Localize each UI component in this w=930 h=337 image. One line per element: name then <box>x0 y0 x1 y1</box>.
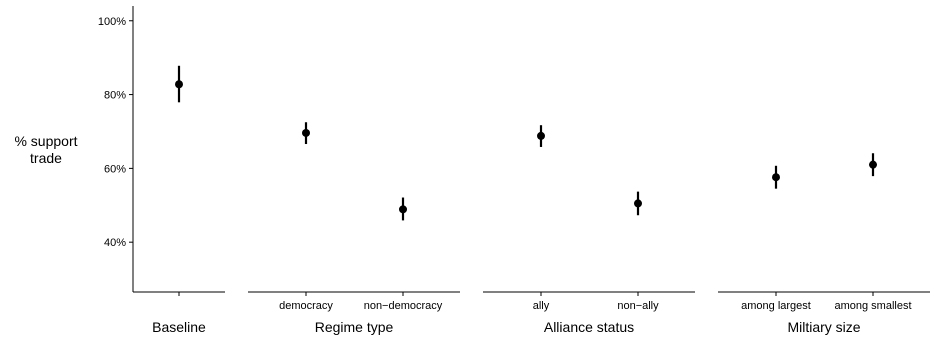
point-estimate <box>634 199 642 208</box>
panel-x-axis-title: Regime type <box>315 319 394 335</box>
panel-x-axis-title: Alliance status <box>544 319 634 335</box>
x-tick-label: among smallest <box>834 300 911 312</box>
panel-x-axis-title: Baseline <box>152 319 206 335</box>
y-tick-label: 100% <box>98 16 126 28</box>
panels: Baseline democracy non−democracy Regime typ… <box>133 65 930 335</box>
x-tick-label: non−democracy <box>364 300 443 312</box>
point-estimate <box>537 131 545 140</box>
point-estimate <box>302 128 310 137</box>
x-tick-label: among largest <box>741 300 811 312</box>
y-tick-label: 80% <box>104 90 126 102</box>
point-estimate <box>869 160 877 169</box>
y-tick-label: 60% <box>104 163 126 175</box>
point-estimate <box>175 80 183 89</box>
y-tick-label: 40% <box>104 237 126 249</box>
x-tick-label: non−ally <box>617 300 659 312</box>
y-axis-title-line-1: % support <box>14 133 77 149</box>
panel: democracy non−democracy Regime type <box>248 122 460 335</box>
point-estimate <box>399 205 407 214</box>
panel: Baseline <box>133 65 225 335</box>
y-axis-title-line-2: trade <box>30 150 62 166</box>
y-axis: 40% 60% 80% 100% <box>98 6 134 292</box>
x-tick-label: democracy <box>279 300 333 312</box>
panel: ally non−ally Alliance status <box>483 125 695 335</box>
panel-x-axis-title: Miltiary size <box>787 319 860 335</box>
x-tick-label: ally <box>533 300 550 312</box>
panel: among largest among smallest Miltiary size <box>718 153 930 335</box>
point-estimate <box>772 173 780 182</box>
